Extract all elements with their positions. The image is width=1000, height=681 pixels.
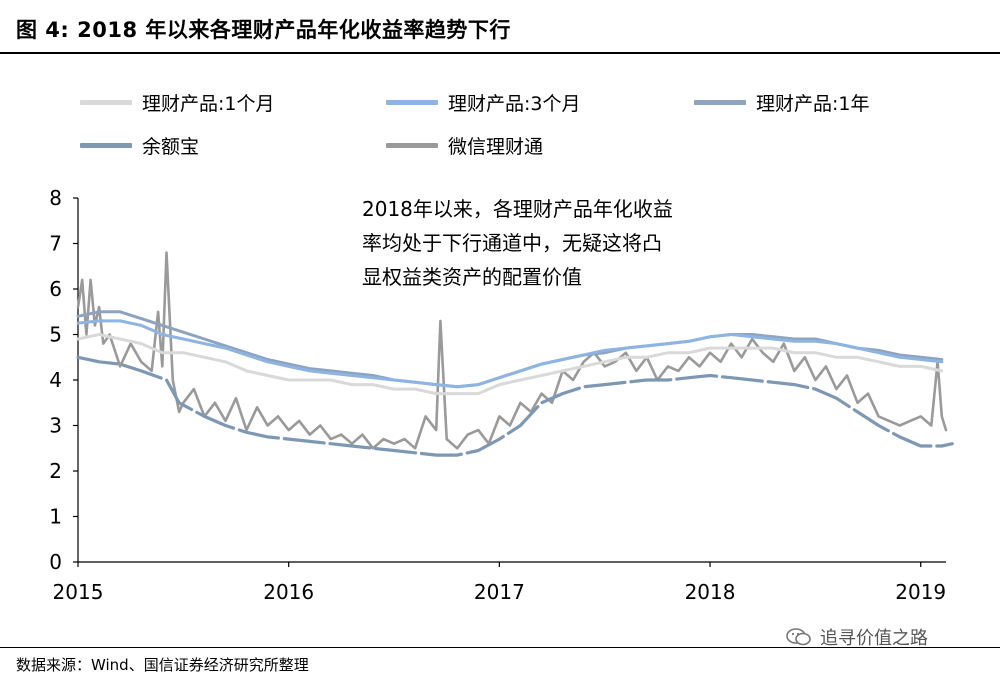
- legend-item-1y: 理财产品:1年: [694, 90, 870, 115]
- y-tick-label: 5: [49, 323, 62, 347]
- y-tick-label: 3: [49, 414, 62, 438]
- legend-label-licaitong: 微信理财通: [448, 135, 544, 158]
- series-line-4: [76, 355, 954, 457]
- annotation-line-2: 率均处于下行通道中，无疑这将凸: [362, 231, 662, 255]
- y-tick-label: 7: [49, 232, 62, 256]
- x-tick-label: 2018: [685, 580, 736, 604]
- y-tick-label: 1: [49, 505, 62, 529]
- x-tick-label: 2016: [263, 580, 314, 604]
- y-tick-label: 0: [49, 550, 62, 574]
- legend-label-3m: 理财产品:3个月: [448, 92, 581, 115]
- annotation-line-3: 显权益类资产的配置价值: [362, 265, 582, 289]
- legend-item-licaitong: 微信理财通: [386, 133, 544, 158]
- watermark: 追寻价值之路: [786, 624, 928, 650]
- y-tick-label: 2: [49, 459, 62, 483]
- wechat-icon: [786, 628, 811, 646]
- source-note: 数据来源：Wind、国信证券经济研究所整理: [16, 656, 309, 674]
- watermark-text: 追寻价值之路: [820, 628, 928, 649]
- x-tick-label: 2015: [53, 580, 104, 604]
- legend-label-1y: 理财产品:1年: [756, 92, 870, 115]
- legend-item-1m: 理财产品:1个月: [80, 90, 275, 115]
- legend-swatch-3m: [386, 99, 438, 105]
- title-divider: [0, 52, 1000, 54]
- y-tick-label: 8: [49, 186, 62, 210]
- legend-label-yuebao: 余额宝: [142, 135, 200, 158]
- figure-title: 图 4: 2018 年以来各理财产品年化收益率趋势下行: [16, 18, 511, 42]
- legend-label-1m: 理财产品:1个月: [142, 92, 275, 115]
- legend-swatch-yuebao: [80, 142, 132, 148]
- legend-swatch-1y: [694, 99, 746, 105]
- legend-item-yuebao: 余额宝: [80, 133, 200, 158]
- y-tick-label: 6: [49, 277, 62, 301]
- series-line-1: [76, 333, 944, 396]
- footer-divider: [0, 647, 1000, 648]
- series-line-2: [76, 319, 944, 389]
- legend-swatch-1m: [80, 99, 132, 105]
- x-tick-label: 2017: [474, 580, 525, 604]
- chart-annotation: 2018年以来，各理财产品年化收益 率均处于下行通道中，无疑这将凸 显权益类资产…: [362, 192, 752, 294]
- legend-item-3m: 理财产品:3个月: [386, 90, 581, 115]
- annotation-line-1: 2018年以来，各理财产品年化收益: [362, 197, 673, 221]
- x-tick-label: 2019: [895, 580, 946, 604]
- legend-swatch-licaitong: [386, 142, 438, 148]
- series-line-5: [76, 251, 948, 450]
- y-tick-label: 4: [49, 368, 62, 392]
